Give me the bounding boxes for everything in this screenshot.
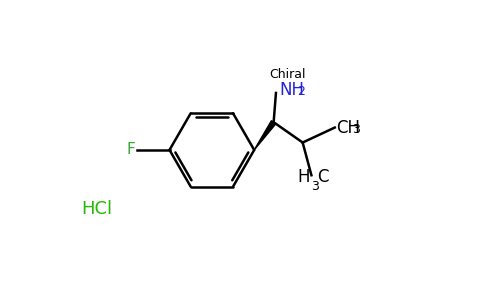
Text: CH: CH — [336, 118, 360, 136]
Text: NH: NH — [280, 81, 305, 99]
Text: Chiral: Chiral — [269, 68, 306, 81]
Text: 3: 3 — [311, 180, 318, 193]
Text: 3: 3 — [352, 123, 361, 136]
Text: F: F — [126, 142, 135, 158]
Text: HCl: HCl — [81, 200, 112, 218]
Polygon shape — [254, 121, 276, 150]
Text: H: H — [297, 168, 310, 186]
Text: C: C — [318, 168, 329, 186]
Text: 2: 2 — [298, 85, 305, 98]
